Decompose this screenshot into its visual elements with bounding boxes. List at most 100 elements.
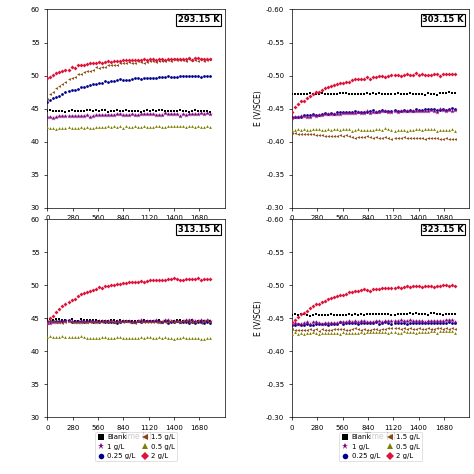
Point (89, 107, 96, 114)
Point (161, 109, 169, 117)
Point (339, 318, 347, 326)
Point (119, 60, 127, 67)
Point (62, 317, 69, 324)
Point (361, 134, 368, 141)
Point (68, 125, 75, 132)
Point (370, 90, 377, 97)
Point (194, 334, 202, 341)
Point (343, 290, 350, 298)
Point (433, 70, 440, 77)
Point (101, 317, 109, 325)
Point (385, 134, 392, 142)
Point (197, 55, 205, 63)
Point (194, 54, 202, 62)
Point (176, 319, 184, 326)
Point (149, 317, 157, 325)
Point (44, 333, 51, 341)
Point (125, 317, 133, 324)
Point (107, 61, 115, 69)
Point (343, 311, 350, 319)
Point (451, 325, 458, 332)
Point (125, 123, 133, 130)
Point (394, 72, 401, 79)
Point (388, 127, 395, 134)
Point (303, 318, 311, 326)
Point (343, 318, 350, 326)
Point (321, 329, 329, 337)
Point (71, 112, 78, 120)
Point (173, 318, 181, 325)
Point (319, 132, 326, 139)
Point (436, 328, 444, 335)
Point (89, 286, 96, 293)
Point (95, 283, 102, 291)
Point (119, 111, 127, 118)
Point (149, 123, 157, 131)
Point (152, 58, 160, 65)
Point (62, 78, 69, 85)
Point (44, 319, 51, 327)
Point (74, 317, 82, 325)
Point (373, 325, 380, 333)
Point (167, 123, 175, 130)
Point (319, 320, 326, 328)
Point (412, 70, 419, 77)
Point (294, 330, 302, 338)
Point (394, 328, 401, 336)
Point (167, 107, 175, 115)
Point (430, 106, 438, 113)
Point (113, 110, 120, 118)
Point (80, 124, 87, 132)
Point (131, 74, 138, 82)
Point (337, 319, 344, 326)
Point (131, 122, 138, 130)
Point (391, 107, 398, 114)
Point (430, 325, 438, 333)
Point (366, 109, 374, 116)
Point (110, 107, 118, 115)
Point (95, 58, 102, 66)
Point (355, 126, 362, 133)
Point (385, 108, 392, 116)
Point (128, 318, 136, 325)
Point (321, 84, 329, 92)
Point (62, 316, 69, 324)
Point (343, 109, 350, 116)
Point (104, 318, 111, 326)
Point (424, 317, 431, 325)
Point (442, 310, 449, 318)
Point (409, 126, 416, 133)
Point (385, 325, 392, 332)
Point (74, 85, 82, 92)
Point (288, 321, 296, 329)
Point (412, 325, 419, 333)
Point (357, 327, 365, 334)
Point (137, 59, 145, 66)
Point (373, 133, 380, 140)
Point (357, 286, 365, 294)
Point (185, 319, 193, 327)
Point (448, 107, 456, 115)
Point (80, 318, 87, 325)
Point (149, 317, 157, 325)
Point (98, 317, 105, 325)
Point (86, 287, 93, 295)
Point (364, 328, 371, 336)
Point (170, 317, 178, 325)
Point (397, 107, 404, 115)
Point (364, 108, 371, 115)
Point (101, 333, 109, 340)
Point (122, 317, 129, 325)
Point (137, 318, 145, 326)
Point (361, 329, 368, 337)
Point (321, 319, 329, 327)
Point (300, 321, 308, 329)
Point (348, 133, 356, 140)
Point (122, 317, 129, 325)
Point (319, 311, 326, 319)
Point (315, 131, 323, 138)
Point (403, 135, 410, 142)
Point (203, 317, 211, 324)
Point (128, 107, 136, 114)
Point (445, 89, 453, 96)
